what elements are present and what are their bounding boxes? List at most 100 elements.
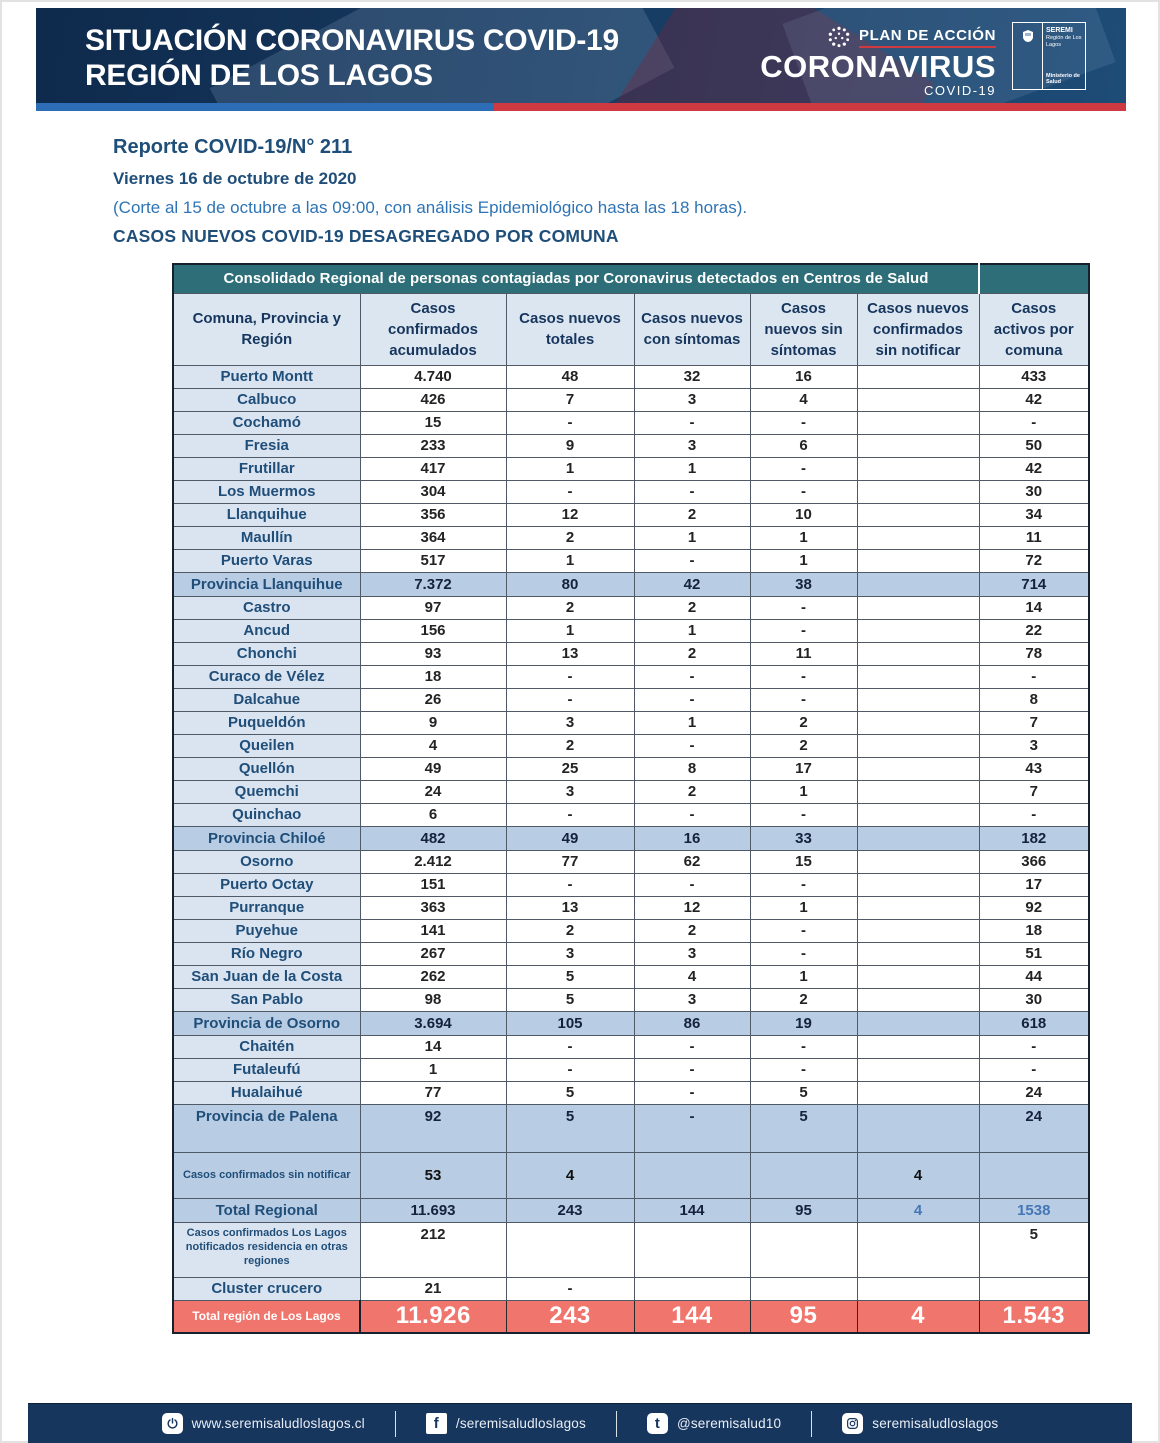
plan-sub: COVID-19 [924,83,996,98]
table-row: Total Regional 11.693 243 144 95 4 1538 [172,1197,1090,1223]
report-subtitle: CASOS NUEVOS COVID-19 DESAGREGADO POR CO… [113,226,619,246]
data-cell: 212 [359,1221,507,1278]
data-cell: - [633,1034,751,1059]
data-cell [856,641,980,666]
data-cell [856,710,980,735]
table-row: Ancud 156 1 1-22 [172,618,1090,643]
row-label: Total región de Los Lagos [172,1299,361,1334]
row-label: Frutillar [172,456,361,481]
footer-website-link[interactable]: www.seremisaludloslagos.cl [132,1413,395,1434]
data-cell: - [978,664,1090,689]
data-cell: 14 [359,1034,507,1059]
table-row: Puerto Montt 4.740 48 32 16 433 [172,364,1090,389]
data-cell [856,410,980,435]
data-cell: 62 [633,849,751,874]
data-cell: 12 [633,895,751,920]
data-cell: 9 [359,710,507,735]
data-cell: - [633,1057,751,1082]
data-cell [856,1080,980,1105]
data-cell: - [749,410,858,435]
footer-bar: www.seremisaludloslagos.cl f /seremisalu… [28,1403,1132,1443]
row-label: Ancud [172,618,361,643]
table-row: Maullín 364 2 1 1 11 [172,525,1090,550]
data-cell: - [749,618,858,643]
footer-instagram-link[interactable]: seremisaludloslagos [812,1413,1028,1434]
data-cell: 30 [978,987,1090,1012]
data-cell: 6 [749,433,858,458]
data-cell: 5 [749,1103,858,1153]
data-cell: 92 [978,895,1090,920]
data-cell: - [978,1057,1090,1082]
table-body: Puerto Montt 4.740 48 32 16 433 Calbuco 426 7 3 4 4… [172,364,1090,1334]
data-cell: - [749,941,858,966]
data-cell [633,1151,751,1199]
data-cell: - [505,1034,635,1059]
data-cell: 3 [505,710,635,735]
data-cell: - [749,802,858,827]
data-cell: 4.740 [359,364,507,389]
data-cell: - [505,687,635,712]
row-label: Calbuco [172,387,361,412]
row-label: Puerto Montt [172,364,361,389]
covid-table: Consolidado Regional de personas contagi… [172,263,1090,1334]
data-cell [856,756,980,781]
twitter-icon: t [646,1413,668,1434]
data-cell: 86 [633,1010,751,1036]
data-cell: 77 [359,1080,507,1105]
data-cell: - [749,1034,858,1059]
data-cell [856,779,980,804]
table-row: Provincia de Palena 92 5-5 24 [172,1103,1090,1153]
table-title: Consolidado Regional de personas contagi… [172,263,980,294]
column-header: Casos nuevos totales [505,292,635,366]
row-label: Hualaihué [172,1080,361,1105]
data-cell [856,571,980,597]
data-cell: - [749,872,858,897]
column-header: Comuna, Provincia y Región [172,292,361,366]
data-cell: 3 [505,779,635,804]
data-cell: 2 [749,733,858,758]
data-cell: 17 [749,756,858,781]
data-cell: 8 [633,756,751,781]
data-cell: 32 [633,364,751,389]
table-row: Puerto Octay 151- - -17 [172,872,1090,897]
data-cell: 356 [359,502,507,527]
stripe-red [493,103,1126,111]
data-cell: - [749,918,858,943]
table-row: Curaco de Vélez 18- - - - [172,664,1090,689]
data-cell: 482 [359,825,507,851]
data-cell: 22 [978,618,1090,643]
data-cell: - [633,1103,751,1153]
table-row: Puqueldón 9 3 1 2 7 [172,710,1090,735]
data-cell: 16 [749,364,858,389]
data-cell: 2 [633,502,751,527]
data-cell: 30 [978,479,1090,504]
data-cell: 2 [749,987,858,1012]
table-title-end-cell [978,263,1090,294]
table-row: Frutillar 417 1 1-42 [172,456,1090,481]
row-label: Provincia Llanquihue [172,571,361,597]
footer-facebook-link[interactable]: f /seremisaludloslagos [396,1413,616,1434]
footer-twitter-link[interactable]: t @seremisalud10 [617,1413,811,1434]
data-cell: 2 [749,710,858,735]
data-cell: 2 [633,595,751,620]
data-cell: 77 [505,849,635,874]
data-cell [856,687,980,712]
data-cell: - [978,802,1090,827]
table-row: Casos confirmados Los Lagos notificados … [172,1221,1090,1278]
data-cell: 95 [749,1197,858,1223]
data-cell: - [749,1057,858,1082]
report-title: Reporte COVID-19/N° 211 [113,136,353,158]
data-cell [856,456,980,481]
row-label: Osorno [172,849,361,874]
data-cell: 92 [359,1103,507,1153]
data-cell: 5 [505,1080,635,1105]
website-icon [161,1413,183,1434]
data-cell [856,664,980,689]
footer-divider [394,1410,396,1437]
table-row: Llanquihue 356 12 2 10 34 [172,502,1090,527]
data-cell: - [633,410,751,435]
data-cell: 1 [749,548,858,573]
data-cell: 4 [749,387,858,412]
row-label: Puqueldón [172,710,361,735]
data-cell: - [633,872,751,897]
